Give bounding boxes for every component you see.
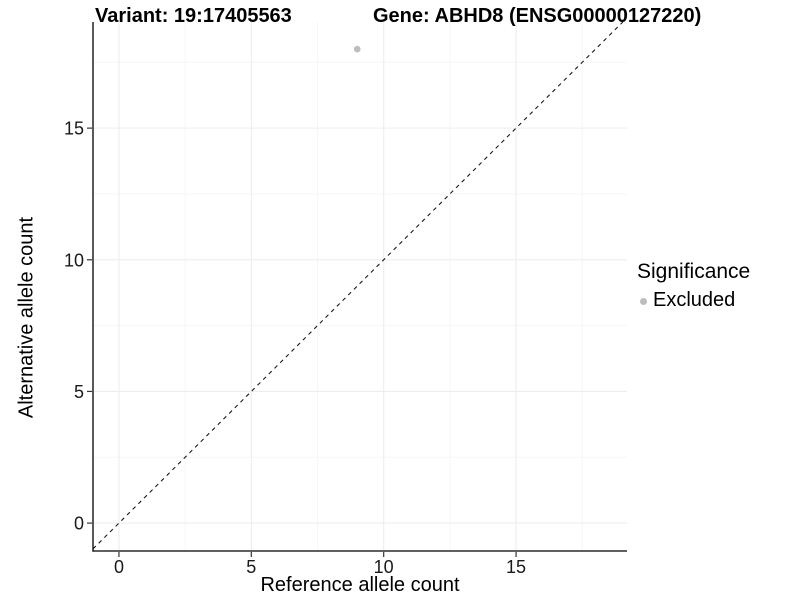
x-tick-label: 10 <box>374 557 394 577</box>
x-tick-label: 15 <box>506 557 526 577</box>
y-tick-label: 5 <box>74 382 84 402</box>
x-tick-label: 5 <box>246 557 256 577</box>
identity-dashed-line <box>92 21 624 550</box>
legend-item-label: Excluded <box>653 289 736 311</box>
y-tick-label: 15 <box>64 119 84 139</box>
legend-title: Significance <box>637 260 751 283</box>
x-tick-label: 0 <box>114 557 124 577</box>
data-point <box>353 45 361 53</box>
y-tick-label: 10 <box>64 250 84 270</box>
variant-title: Variant: 19:17405563 <box>95 5 292 27</box>
legend: Significance Excluded <box>637 260 750 312</box>
legend-point-icon <box>640 298 647 305</box>
x-axis-title: Reference allele count <box>260 574 460 596</box>
legend-item-excluded: Excluded <box>637 289 750 312</box>
y-tick-label: 0 <box>74 514 84 534</box>
gene-title: Gene: ABHD8 (ENSG00000127220) <box>373 5 702 27</box>
